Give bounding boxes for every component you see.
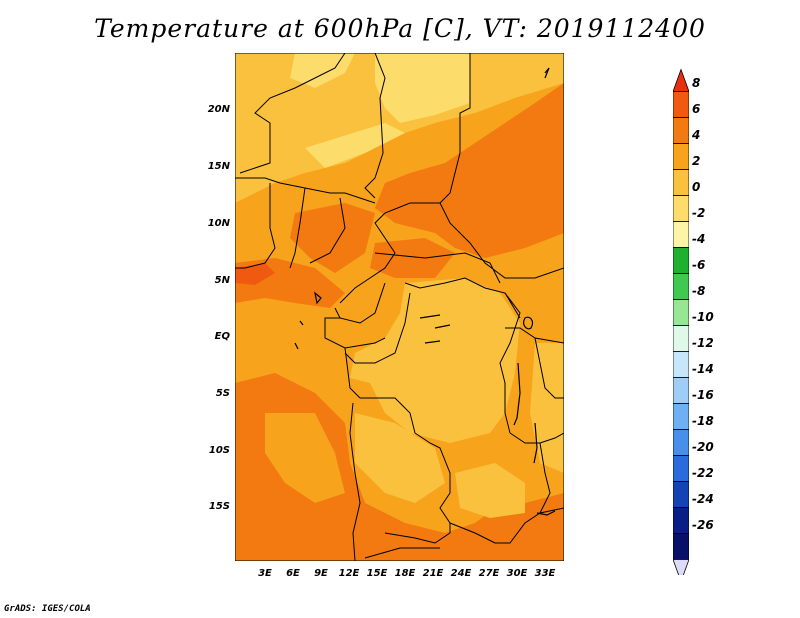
colorbar-segment bbox=[673, 455, 689, 482]
field-congo bbox=[350, 278, 520, 443]
field-south-mid bbox=[265, 413, 345, 503]
field-warm-east bbox=[375, 83, 564, 258]
lon-label-21e: 21E bbox=[422, 568, 444, 579]
lat-label-15s: 15S bbox=[208, 501, 230, 512]
colorbar-segment bbox=[673, 507, 689, 534]
lat-label-15n: 15N bbox=[207, 161, 230, 172]
lat-label-5s: 5S bbox=[215, 388, 230, 399]
lon-label-18e: 18E bbox=[394, 568, 416, 579]
colorbar-label: 0 bbox=[692, 180, 701, 194]
field-cold-band bbox=[305, 123, 405, 168]
colorbar-label: -10 bbox=[692, 310, 714, 324]
grads-credit: GrADS: IGES/COLA bbox=[4, 604, 91, 614]
field-south-east bbox=[455, 463, 525, 518]
colorbar-segment bbox=[673, 377, 689, 404]
lon-label-9e: 9E bbox=[314, 568, 328, 579]
colorbar-label: 4 bbox=[692, 128, 701, 142]
colorbar-label: -16 bbox=[692, 388, 714, 402]
colorbar-segment bbox=[673, 351, 689, 378]
colorbar-segment bbox=[673, 403, 689, 430]
colorbar-label: -12 bbox=[692, 336, 714, 350]
colorbar-segment bbox=[673, 273, 689, 300]
lakes bbox=[294, 67, 556, 516]
colorbar-segment bbox=[673, 299, 689, 326]
colorbar-arrow-top bbox=[673, 68, 689, 92]
field-warm-sahel bbox=[290, 203, 375, 273]
colorbar-label: 8 bbox=[692, 76, 701, 90]
colorbar-label: -18 bbox=[692, 414, 714, 428]
colorbar-segment bbox=[673, 143, 689, 170]
colorbar-label: -6 bbox=[692, 258, 706, 272]
political-borders bbox=[235, 53, 564, 561]
field-cold-north bbox=[375, 53, 470, 123]
lat-label-5n: 5N bbox=[214, 275, 230, 286]
lon-label-15e: 15E bbox=[366, 568, 388, 579]
colorbar-segment bbox=[673, 429, 689, 456]
lon-label-12e: 12E bbox=[338, 568, 360, 579]
field-zero-north bbox=[235, 53, 564, 203]
lon-label-3e: 3E bbox=[258, 568, 272, 579]
map-title: Temperature at 600hPa [C], VT: 201911240… bbox=[94, 14, 706, 43]
lon-label-33e: 33E bbox=[534, 568, 556, 579]
colorbar-label: -14 bbox=[692, 362, 714, 376]
lat-label-10n: 10N bbox=[207, 218, 230, 229]
colorbar-label: -4 bbox=[692, 232, 706, 246]
lon-label-6e: 6E bbox=[286, 568, 300, 579]
colorbar-label: -24 bbox=[692, 492, 714, 506]
colorbar-segment bbox=[673, 221, 689, 248]
lon-label-30e: 30E bbox=[506, 568, 528, 579]
colorbar-segment bbox=[673, 325, 689, 352]
colorbar-arrow-bottom bbox=[673, 559, 689, 575]
colorbar-label: -22 bbox=[692, 466, 714, 480]
colorbar-segment bbox=[673, 91, 689, 118]
colorbar-label: 2 bbox=[692, 154, 701, 168]
colorbar-label: -2 bbox=[692, 206, 706, 220]
lon-label-27e: 27E bbox=[478, 568, 500, 579]
colorbar-label: -26 bbox=[692, 518, 714, 532]
colorbar-segment bbox=[673, 195, 689, 222]
colorbar-segment bbox=[673, 247, 689, 274]
colorbar-label: -8 bbox=[692, 284, 706, 298]
temperature-map bbox=[235, 53, 564, 561]
lon-label-24e: 24E bbox=[450, 568, 472, 579]
lat-label-10s: 10S bbox=[208, 445, 230, 456]
colorbar-segment bbox=[673, 117, 689, 144]
colorbar-segment bbox=[673, 169, 689, 196]
lat-label-20n: 20N bbox=[207, 104, 230, 115]
colorbar bbox=[673, 68, 689, 575]
lat-label-eq: EQ bbox=[214, 331, 230, 342]
colorbar-segment bbox=[673, 533, 689, 560]
field-east bbox=[530, 343, 564, 473]
field-angola bbox=[355, 413, 445, 503]
colorbar-label: 6 bbox=[692, 102, 701, 116]
colorbar-label: -20 bbox=[692, 440, 714, 454]
colorbar-segment bbox=[673, 481, 689, 508]
